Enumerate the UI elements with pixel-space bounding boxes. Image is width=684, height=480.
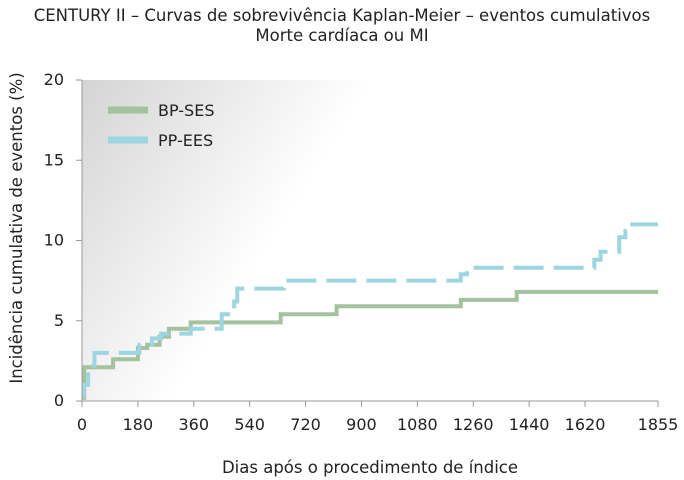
y-tick-label: 15 [44, 150, 64, 169]
axis-ticks: 0 5 10 15 20 0 180 360 540 720 900 1080 1260 1440 1620… [44, 70, 679, 434]
x-axis-label: Dias após o procedimento de índice [222, 458, 518, 477]
x-tick-label: 360 [179, 415, 210, 434]
legend-label: PP-EES [158, 131, 213, 150]
chart-subtitle: Morte cardíaca ou MI [255, 26, 429, 45]
y-tick-label: 5 [54, 311, 64, 330]
x-tick-label: 1855 [638, 415, 679, 434]
series-pp-ees-line [81, 222, 658, 399]
x-tick-label: 720 [290, 415, 321, 434]
x-tick-label: 0 [77, 415, 87, 434]
y-tick-label: 10 [44, 231, 64, 250]
x-tick-label: 1080 [397, 415, 438, 434]
legend: BP-SES PP-EES [108, 101, 214, 150]
chart-title: CENTURY II – Curvas de sobrevivência Kap… [33, 6, 651, 25]
x-tick-label: 1260 [453, 415, 494, 434]
chart-title-block: CENTURY II – Curvas de sobrevivência Kap… [0, 6, 684, 46]
plot-background [82, 80, 658, 401]
y-axis-label: Incidência cumulativa de eventos (%) [7, 72, 26, 383]
y-tick-label: 20 [44, 70, 64, 89]
series-layer [81, 222, 658, 400]
x-tick-label: 1440 [509, 415, 550, 434]
legend-label: BP-SES [158, 101, 214, 120]
x-tick-label: 540 [234, 415, 265, 434]
y-tick-label: 0 [54, 391, 64, 410]
x-tick-label: 180 [123, 415, 154, 434]
x-tick-label: 900 [346, 415, 377, 434]
x-tick-label: 1620 [565, 415, 606, 434]
